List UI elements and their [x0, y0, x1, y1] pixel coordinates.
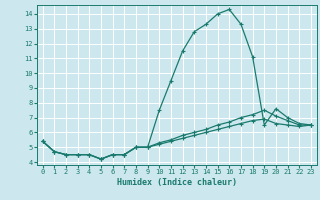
X-axis label: Humidex (Indice chaleur): Humidex (Indice chaleur) [117, 178, 237, 187]
